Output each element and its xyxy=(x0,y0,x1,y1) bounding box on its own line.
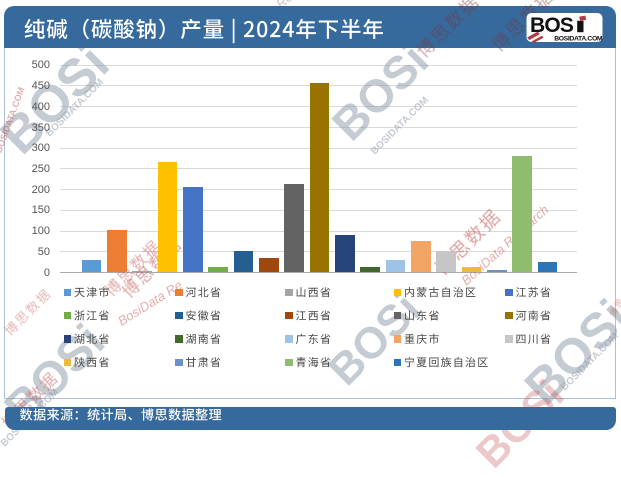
svg-text:BOS: BOS xyxy=(530,14,574,37)
svg-text:BOSIDATA.COM: BOSIDATA.COM xyxy=(554,36,603,43)
